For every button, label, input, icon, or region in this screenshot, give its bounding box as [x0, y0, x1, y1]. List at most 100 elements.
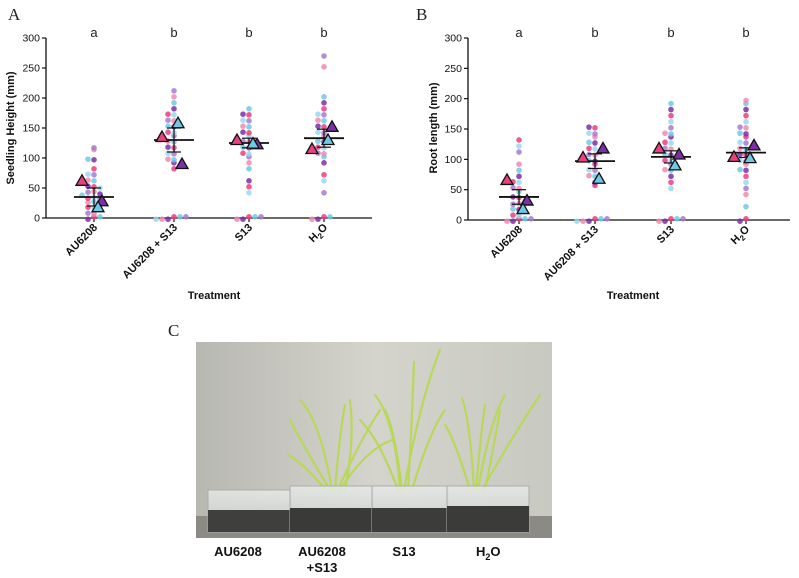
panel-b-data-point: [674, 216, 680, 222]
panel-a-data-point: [171, 106, 177, 112]
panel-b-ytick-label: 300: [444, 33, 462, 45]
panel-a-data-point: [85, 156, 91, 162]
panel-b-data-point: [668, 185, 674, 192]
panel-b-ytick-label: 50: [450, 184, 462, 196]
panel-a-data-point: [321, 160, 327, 166]
panel-b-data-point: [668, 118, 674, 125]
panel-b-data-point: [586, 139, 592, 146]
panel-a-replicate-1-triangle: [74, 173, 90, 186]
panel-b-data-point: [737, 218, 743, 224]
panel-b-data-point: [656, 218, 662, 224]
panel-b-data-point: [662, 139, 668, 146]
panel-b-data-point: [528, 216, 534, 222]
panel-a-data-point: [246, 184, 252, 190]
panel-b-replicate-3-triangle: [515, 201, 531, 215]
panel-a-category-label: AU6208: [63, 222, 100, 259]
panel-b-ytick-label: 150: [444, 124, 462, 136]
panel-b-data-point: [580, 218, 586, 224]
panel-a-data-point: [85, 171, 91, 177]
panel-a-ylabel: Seedling Height (mm): [5, 71, 17, 184]
panel-b-data-point: [586, 166, 592, 173]
seedling-leaves: [286, 348, 542, 492]
panel-b-data-point: [516, 149, 522, 155]
panel-a-data-point: [153, 216, 159, 222]
panel-a-data-point: [171, 157, 177, 163]
panel-b-data-point: [737, 139, 743, 146]
panel-b-data-point: [586, 145, 592, 152]
panel-b-ylabel: Root length (mm): [428, 82, 440, 173]
panel-a-replicate-2-triangle: [174, 156, 190, 170]
panel-b-significance-letter: b: [667, 25, 674, 40]
panel-a-ytick-label: 0: [34, 213, 40, 225]
panel-b-chart: Root length (mm) Treatment 0 50 100 150 200 2…: [428, 25, 790, 302]
panel-a-data-point: [246, 106, 252, 112]
panel-a-data-point: [85, 204, 91, 210]
panel-b-data-point: [516, 137, 522, 143]
panel-a-data-point: [91, 211, 97, 217]
panel-b-data-point: [592, 125, 598, 131]
panel-a-data-point: [165, 117, 171, 123]
panel-b-replicate-1-triangle: [499, 172, 515, 186]
panel-a-data-point: [252, 214, 258, 220]
panel-a-data-point: [183, 214, 189, 220]
panel-a-data-point: [321, 190, 327, 196]
panel-b-data-point: [662, 166, 668, 173]
panel-b-replicate-1-triangle: [651, 141, 667, 154]
panel-b-data-point: [743, 173, 749, 180]
panel-a-replicate-2-triangle: [324, 119, 340, 132]
panel-b-data-point: [662, 157, 668, 164]
panel-a-data-point: [240, 111, 246, 117]
panel-b-replicate-2-triangle: [746, 138, 762, 151]
panel-b-data-point: [743, 203, 749, 210]
panel-b-replicate-3-triangle: [742, 150, 758, 164]
panel-a-data-point: [321, 53, 327, 59]
panel-b-data-point: [586, 172, 592, 179]
panel-b-data-point: [522, 216, 528, 222]
panel-a-data-point: [240, 216, 246, 222]
panel-a-data-point: [165, 111, 171, 117]
panel-a-data-point: [240, 150, 246, 156]
panel-a-replicate-1-triangle: [304, 141, 320, 155]
panel-b-data-point: [743, 216, 749, 222]
panel-b-data-point: [668, 179, 674, 186]
panel-a-data-point: [246, 151, 252, 157]
panel-b-category-label: AU6208 + S13: [541, 224, 601, 284]
panel-a-data-point: [246, 112, 252, 118]
panel-a-data-point: [315, 129, 321, 135]
panel-a-data-point: [321, 94, 327, 100]
panel-b-data-point: [592, 140, 598, 146]
panel-a-data-point: [321, 118, 327, 124]
panel-b-data-point: [743, 125, 749, 131]
panel-a-data-point: [246, 160, 252, 166]
panel-a-data-point: [321, 112, 327, 118]
panel-a-data-point: [315, 117, 321, 123]
panel-a-significance-letter: b: [170, 25, 177, 40]
panel-b-data-point: [743, 185, 749, 192]
panel-b-data-point: [604, 216, 610, 222]
panel-a-data-point: [85, 189, 91, 195]
panel-a-replicate-3-triangle: [90, 199, 106, 213]
panel-a-significance-letter: a: [90, 25, 98, 40]
panel-b-data-point: [592, 146, 598, 152]
panel-b-replicate-1-triangle: [575, 150, 591, 163]
panel-a-data-point: [315, 123, 321, 129]
panel-b-data-point: [668, 216, 674, 222]
panel-b-data-point: [743, 112, 749, 119]
panel-a-data-point: [321, 106, 327, 112]
panel-b-significance-letter: b: [591, 25, 598, 40]
panel-b-significance-letter: b: [742, 25, 749, 40]
panel-b-data-point: [680, 216, 686, 222]
panel-b-replicate-1-triangle: [726, 149, 742, 163]
panel-a-ytick-label: 200: [22, 93, 40, 105]
panel-b-ytick-label: 100: [444, 154, 462, 166]
panel-b-replicate-2-triangle: [519, 193, 535, 206]
panel-a-replicate-1-triangle: [154, 129, 170, 143]
panel-a-data-point: [85, 216, 91, 222]
panel-a-data-point: [165, 216, 171, 222]
panel-b-data-point: [504, 218, 510, 224]
panel-b-data-point: [743, 167, 749, 174]
panel-a-data-point: [321, 145, 327, 151]
panel-a-data-point: [321, 124, 327, 130]
panel-b-data-point: [598, 216, 604, 222]
panel-b-replicate-3-triangle: [591, 171, 607, 184]
